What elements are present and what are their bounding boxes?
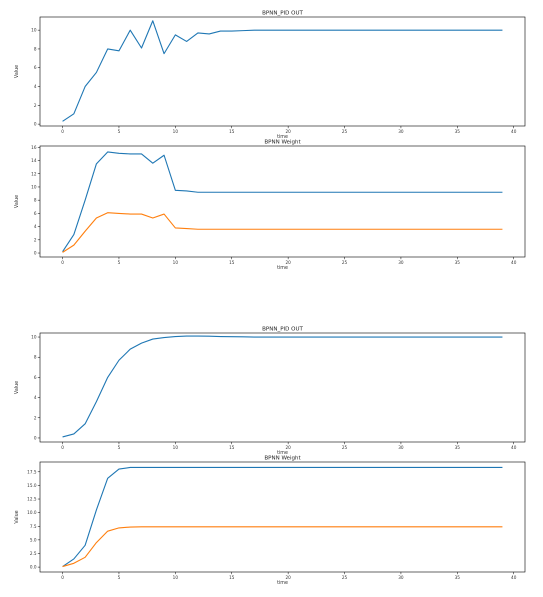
- chart-title: BPNN Weight: [264, 140, 301, 146]
- y-tick-label: 4: [34, 395, 37, 400]
- x-axis-label: time: [277, 450, 288, 456]
- y-tick-label: 7.5: [30, 524, 37, 529]
- chart-panel-1: BPNN_PID OUT 0 5 10 15 20 25 30 35 40 0 2 4 6 8 10 time V…: [14, 11, 526, 140]
- x-tick-label: 20: [285, 260, 291, 265]
- x-tick-label: 30: [398, 445, 404, 450]
- x-tick-label: 15: [229, 129, 235, 134]
- chart-panel-4: BPNN Weight 0 5 10 15 20 25 30 35 40 0.0 2.5 5.0 7.5 1…: [14, 456, 526, 586]
- x-tick-label: 30: [398, 575, 404, 580]
- x-tick-label: 30: [398, 260, 404, 265]
- plot-frame: [39, 332, 526, 443]
- y-tick-label: 0: [34, 435, 37, 440]
- series-line-1: [62, 335, 503, 438]
- x-tick-label: 25: [342, 260, 348, 265]
- x-tick-label: 35: [455, 575, 461, 580]
- y-tick-label: 2.5: [30, 551, 37, 556]
- x-tick-label: 10: [173, 260, 179, 265]
- y-axis-label: Value: [14, 195, 20, 208]
- series-line-2: [62, 212, 503, 253]
- x-axis-label: time: [277, 134, 288, 140]
- y-axis-label: Value: [14, 510, 20, 523]
- x-axis-label: time: [277, 265, 288, 271]
- y-tick-label: 12.5: [27, 497, 37, 502]
- y-tick-label: 6: [34, 375, 37, 380]
- x-tick-label: 10: [173, 129, 179, 134]
- x-tick-label: 15: [229, 575, 235, 580]
- y-tick-label: 10.0: [27, 510, 37, 515]
- y-tick-label: 0: [34, 251, 37, 256]
- x-tick-label: 10: [173, 575, 179, 580]
- x-tick-label: 40: [511, 129, 517, 134]
- y-tick-label: 10: [31, 28, 37, 33]
- x-tick-label: 5: [118, 445, 121, 450]
- y-tick-label: 6: [34, 211, 37, 216]
- x-tick-label: 20: [285, 575, 291, 580]
- x-tick-label: 0: [61, 260, 64, 265]
- x-tick-label: 25: [342, 129, 348, 134]
- y-tick-label: 0: [34, 122, 37, 127]
- x-tick-label: 0: [61, 445, 64, 450]
- y-tick-label: 12: [31, 171, 37, 176]
- x-tick-label: 20: [285, 129, 291, 134]
- y-tick-label: 2: [34, 237, 37, 242]
- chart-title: BPNN_PID OUT: [262, 11, 303, 17]
- x-tick-label: 15: [229, 445, 235, 450]
- y-tick-label: 2: [34, 415, 37, 420]
- x-tick-label: 35: [455, 445, 461, 450]
- y-tick-label: 16: [31, 145, 37, 150]
- y-tick-label: 6: [34, 65, 37, 70]
- y-tick-label: 10: [31, 335, 37, 340]
- x-tick-label: 40: [511, 575, 517, 580]
- x-tick-label: 35: [455, 260, 461, 265]
- y-tick-label: 17.5: [27, 469, 37, 474]
- plot-frame: [39, 145, 526, 258]
- y-tick-label: 8: [34, 355, 37, 360]
- x-tick-label: 5: [118, 260, 121, 265]
- chart-panel-3: BPNN_PID OUT 0 5 10 15 20 25 30 35 40 0 2 4 6 8 10 time V…: [14, 327, 526, 456]
- y-tick-label: 8: [34, 198, 37, 203]
- chart-title: BPNN_PID OUT: [262, 327, 303, 333]
- y-tick-label: 14: [31, 158, 37, 163]
- y-tick-label: 8: [34, 46, 37, 51]
- x-tick-label: 5: [118, 575, 121, 580]
- plot-frame: [39, 16, 526, 127]
- series-line-1: [62, 466, 503, 568]
- x-tick-label: 5: [118, 129, 121, 134]
- x-tick-label: 40: [511, 445, 517, 450]
- y-tick-label: 2: [34, 103, 37, 108]
- plot-frame: [39, 461, 526, 573]
- chart-title: BPNN Weight: [264, 456, 301, 462]
- series-line-1: [62, 151, 503, 253]
- x-tick-label: 10: [173, 445, 179, 450]
- x-tick-label: 25: [342, 445, 348, 450]
- y-tick-label: 4: [34, 84, 37, 89]
- x-tick-label: 20: [285, 445, 291, 450]
- y-tick-label: 0.0: [30, 565, 37, 570]
- x-axis-label: time: [277, 580, 288, 586]
- x-tick-label: 40: [511, 260, 517, 265]
- series-line-2: [62, 526, 503, 568]
- x-tick-label: 0: [61, 129, 64, 134]
- series-line-1: [62, 20, 503, 122]
- y-tick-label: 10: [31, 184, 37, 189]
- chart-panel-2: BPNN Weight 0 5 10 15 20 25 30 35 40 0 2 4 6 8 10 12 14 16…: [14, 140, 526, 271]
- x-tick-label: 15: [229, 260, 235, 265]
- x-tick-label: 35: [455, 129, 461, 134]
- x-tick-label: 0: [61, 575, 64, 580]
- y-axis-label: Value: [14, 65, 20, 78]
- x-tick-label: 25: [342, 575, 348, 580]
- y-tick-label: 5.0: [30, 537, 37, 542]
- y-tick-label: 15.0: [27, 483, 37, 488]
- x-tick-label: 30: [398, 129, 404, 134]
- y-axis-label: Value: [14, 381, 20, 394]
- y-tick-label: 4: [34, 224, 37, 229]
